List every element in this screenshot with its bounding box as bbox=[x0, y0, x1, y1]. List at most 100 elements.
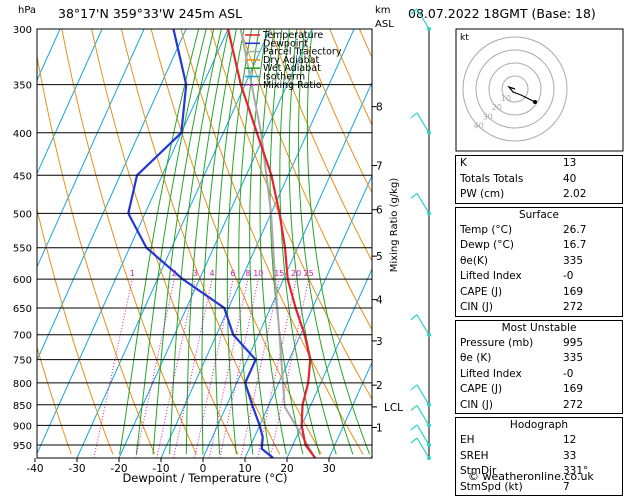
surface-temp-row: Temp (°C) 26.7 bbox=[460, 223, 587, 236]
x-tick-label: -40 bbox=[26, 463, 43, 475]
isotherm-line bbox=[37, 29, 229, 455]
hodograph-ring-label: 20 bbox=[492, 103, 502, 112]
hodograph-ring bbox=[462, 36, 568, 142]
km-tick-label: 6 bbox=[376, 205, 383, 217]
surface-li-row: Lifted Index -0 bbox=[460, 270, 574, 282]
wet-adiabat-line bbox=[238, 29, 260, 455]
wet-adiabat-line bbox=[169, 29, 222, 455]
x-tick-label: -20 bbox=[110, 463, 127, 475]
unstable-cin-row: CIN (J) 272 bbox=[460, 398, 584, 411]
km-label: km bbox=[375, 5, 391, 16]
mixing-ratio-tick-label: 4 bbox=[210, 269, 215, 278]
hodograph-ring bbox=[501, 75, 529, 103]
wind-barb-shaft bbox=[416, 424, 430, 446]
mixing-ratio-tick-label: 3 bbox=[193, 269, 198, 278]
wet-adiabat-line bbox=[249, 29, 271, 455]
surface-block: Surface Temp (°C) 26.7 Dewp (°C) 16.7 θe(K… bbox=[455, 206, 623, 317]
sreh-row: SREH 33 bbox=[460, 449, 577, 462]
dry-adiabat-line bbox=[269, 29, 372, 263]
isotherm-line bbox=[37, 29, 145, 269]
plot-area bbox=[37, 29, 372, 458]
wet-adiabat-line bbox=[288, 29, 337, 455]
pressure-tick-label: 650 bbox=[13, 304, 32, 315]
wet-adiabat-line bbox=[135, 29, 207, 455]
unstable-theta-row: θe (K) 335 bbox=[460, 352, 584, 364]
pressure-tick-label: 800 bbox=[13, 379, 32, 390]
wind-barb-flag bbox=[410, 437, 418, 444]
wet-adiabat-line bbox=[185, 29, 230, 455]
x-tick-label: 30 bbox=[322, 463, 335, 475]
pressure-tick-label: 700 bbox=[13, 331, 32, 342]
pressure-tick-label: 450 bbox=[13, 171, 32, 182]
km-tick-label: LCL bbox=[384, 402, 403, 414]
x-axis-label: Dewpoint / Temperature (°C) bbox=[122, 471, 287, 485]
wind-barb-shaft bbox=[416, 193, 430, 214]
plot-frame bbox=[36, 28, 373, 459]
wind-barb-flag bbox=[410, 112, 418, 119]
km-tick-label: 8 bbox=[376, 102, 383, 114]
km-tick-label: 1 bbox=[376, 422, 383, 434]
mixing-ratio-tick-label: 6 bbox=[231, 269, 236, 278]
dry-adiabat-line bbox=[239, 29, 372, 331]
date-title: 08.07.2022 18GMT (Base: 18) bbox=[408, 6, 596, 21]
unstable-cape-row: CAPE (J) 169 bbox=[460, 383, 584, 395]
wet-adiabat-line bbox=[279, 29, 321, 455]
pressure-tick-label: 300 bbox=[13, 25, 32, 36]
dewpoint-line bbox=[127, 29, 274, 458]
wind-barb-shaft bbox=[416, 384, 430, 406]
km-tick-label: 7 bbox=[376, 161, 383, 173]
km-tick-label: 2 bbox=[376, 380, 383, 392]
isotherm-line bbox=[118, 29, 313, 458]
legend-entry: Mixing Ratio bbox=[263, 80, 322, 91]
wet-adiabat-line bbox=[297, 29, 354, 455]
wind-barb-flag bbox=[410, 8, 418, 15]
mixing-ratio-line bbox=[219, 279, 259, 458]
unstable-pres-row: Pressure (mb) 995 bbox=[460, 336, 584, 349]
hodograph-ring-label: 40 bbox=[474, 121, 484, 130]
asl-label: ASL bbox=[375, 19, 394, 30]
hodograph-title: Hodograph bbox=[509, 419, 569, 431]
dry-adiabat-line bbox=[37, 207, 114, 455]
pressure-tick-label: 900 bbox=[13, 421, 32, 432]
hodograph-ring-label: 30 bbox=[483, 112, 493, 121]
wet-adiabat-line bbox=[152, 29, 215, 455]
x-tick-label: 0 bbox=[200, 463, 207, 475]
k-row: K 13 bbox=[460, 157, 577, 169]
mixing-ratio-tick-label: 1 bbox=[130, 269, 135, 278]
pressure-tick-label: 750 bbox=[13, 356, 32, 367]
surface-dewp-row: Dewp (°C) 16.7 bbox=[460, 239, 587, 251]
isotherm-line bbox=[37, 29, 103, 175]
wind-barb-shaft bbox=[416, 437, 430, 459]
hodograph-trace bbox=[507, 85, 536, 103]
totals-row: Totals Totals 40 bbox=[460, 172, 577, 185]
location-title: 38°17'N 359°33'W 245m ASL bbox=[58, 6, 243, 21]
storm-motion-marker bbox=[533, 100, 537, 104]
km-tick-label: 4 bbox=[376, 295, 383, 307]
hodograph-ring-label: 10 bbox=[501, 94, 511, 103]
mixing-ratio-line bbox=[208, 279, 249, 458]
dry-adiabat-line bbox=[299, 29, 372, 194]
legend-entry: Temperature bbox=[262, 30, 323, 41]
mixing-ratio-axis-label: Mixing Ratio (g/kg) bbox=[389, 178, 400, 273]
pressure-tick-label: 400 bbox=[13, 129, 32, 140]
mixing-ratio-line bbox=[194, 279, 234, 458]
wind-barb-shaft bbox=[416, 405, 430, 426]
mixing-ratio-line bbox=[240, 279, 280, 458]
wind-barb-flag bbox=[410, 404, 418, 411]
mixing-ratio-tick-label: 25 bbox=[304, 269, 314, 278]
wind-barb-flag bbox=[410, 424, 418, 431]
mixing-ratio-line bbox=[135, 279, 175, 458]
mixing-ratio-line bbox=[173, 279, 213, 458]
pw-row: PW (cm) 2.02 bbox=[460, 188, 587, 200]
x-tick-label: 20 bbox=[280, 463, 293, 475]
wind-barb-shaft bbox=[416, 8, 430, 30]
dry-adiabat-line bbox=[37, 345, 72, 455]
mixing-ratio-tick-label: 15 bbox=[274, 269, 284, 278]
dry-adiabat-line bbox=[37, 53, 156, 455]
x-tick-label: 10 bbox=[238, 463, 251, 475]
hodograph-frame bbox=[455, 28, 624, 152]
dry-adiabat-line bbox=[61, 29, 197, 455]
hodograph-ring bbox=[475, 49, 555, 129]
